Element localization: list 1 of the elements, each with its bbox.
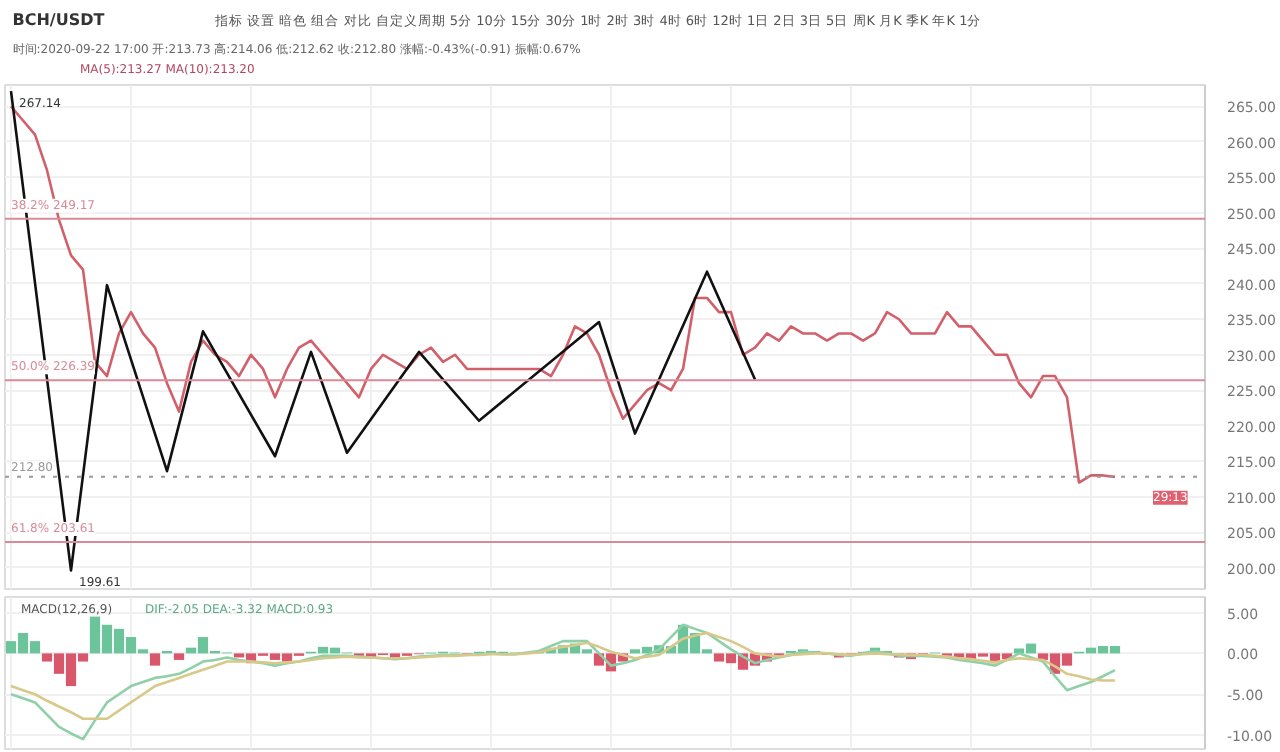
chart-title: BCH/USDT (12, 11, 106, 29)
